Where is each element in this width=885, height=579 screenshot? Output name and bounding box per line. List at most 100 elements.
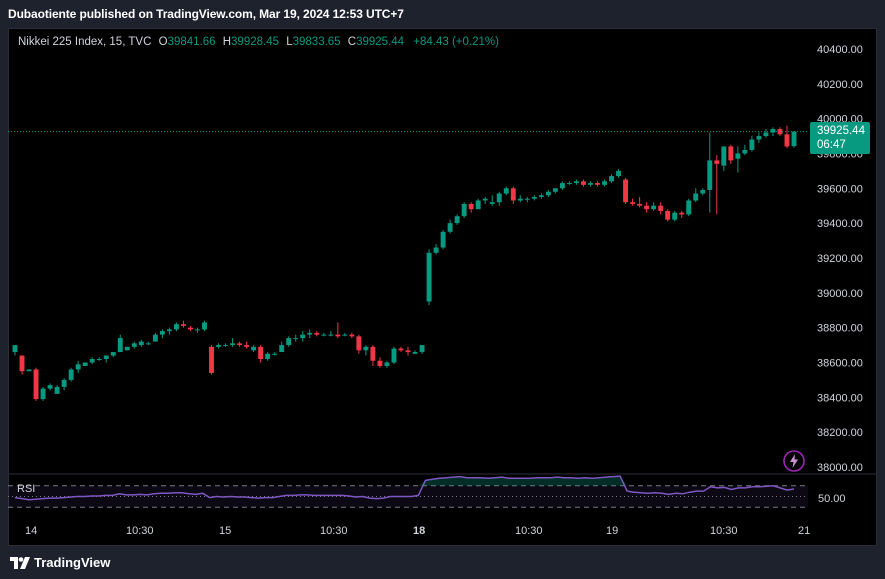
candle-body bbox=[321, 334, 327, 336]
price-tick-label: 39000.00 bbox=[817, 288, 863, 300]
candle-body bbox=[384, 362, 390, 366]
candle-body bbox=[195, 329, 200, 331]
candle-body bbox=[454, 216, 460, 224]
candle-body bbox=[96, 359, 102, 361]
candle-body bbox=[616, 170, 622, 177]
chart-pane[interactable] bbox=[8, 28, 877, 546]
candle-body bbox=[721, 146, 727, 166]
candle-body bbox=[433, 247, 439, 253]
candle-body bbox=[103, 355, 109, 360]
candle-body bbox=[124, 346, 130, 351]
candle-body bbox=[377, 360, 383, 366]
candle-body bbox=[447, 223, 453, 232]
candle-body bbox=[679, 212, 685, 215]
candle-body bbox=[223, 345, 228, 347]
time-tick-label: 19 bbox=[606, 525, 618, 537]
price-chart[interactable]: 40400.0040200.0040000.0039800.0039600.00… bbox=[8, 28, 877, 546]
candle-body bbox=[672, 212, 678, 220]
tradingview-logo-icon bbox=[10, 556, 30, 569]
candle-body bbox=[419, 345, 425, 353]
candle-body bbox=[40, 388, 46, 400]
close-value: 39925.44 bbox=[356, 36, 405, 48]
candle-body bbox=[475, 200, 481, 210]
candle-body bbox=[187, 327, 193, 330]
time-tick-label: 10:30 bbox=[126, 525, 154, 537]
candle-body bbox=[110, 352, 116, 356]
publish-info-text: Dubaotiente published on TradingView.com… bbox=[8, 7, 404, 21]
candle-body bbox=[138, 341, 144, 346]
candle-body bbox=[75, 364, 81, 370]
candle-body bbox=[595, 183, 600, 185]
candle-body bbox=[602, 181, 607, 185]
rsi-pane[interactable] bbox=[8, 475, 808, 508]
candle-body bbox=[286, 338, 292, 346]
candle-body bbox=[749, 139, 755, 150]
candle-body bbox=[117, 338, 123, 353]
candle-body bbox=[651, 205, 657, 210]
open-label: O bbox=[158, 36, 168, 48]
candle-body bbox=[426, 252, 432, 302]
candle-body bbox=[665, 210, 671, 220]
price-tick-label: 38800.00 bbox=[817, 323, 863, 335]
candle-body bbox=[440, 231, 446, 248]
candle-body bbox=[68, 369, 74, 380]
candle-body bbox=[89, 359, 95, 363]
lightning-icon[interactable] bbox=[782, 449, 806, 473]
candle-body bbox=[700, 190, 706, 194]
candle-body bbox=[293, 338, 299, 340]
candle-body bbox=[630, 202, 636, 204]
time-axis[interactable]: 14 10:30 15 10:30 18 10:30 19 10:30 21 bbox=[25, 525, 810, 537]
candle-body bbox=[581, 181, 586, 185]
candle-body bbox=[209, 346, 214, 373]
footer-bar bbox=[0, 546, 885, 579]
last-price-badge: 39925.44 06:47 bbox=[810, 122, 870, 154]
candle-body bbox=[609, 176, 614, 182]
candle-body bbox=[33, 369, 39, 400]
candle-body bbox=[496, 193, 502, 203]
symbol-label: Nikkei 225 Index, 15, TVC bbox=[18, 36, 152, 48]
price-tick-label: 40400.00 bbox=[817, 44, 863, 56]
rsi-axis-label: 50.00 bbox=[818, 493, 846, 505]
candle-body bbox=[482, 198, 488, 201]
low-value: 39833.65 bbox=[292, 36, 341, 48]
high-value: 39928.45 bbox=[231, 36, 279, 48]
candle-body bbox=[145, 343, 151, 345]
candle-body bbox=[12, 345, 18, 353]
candle-body bbox=[623, 179, 629, 203]
change-value: +84.43 (+0.21%) bbox=[413, 36, 499, 48]
time-tick-label: 14 bbox=[25, 525, 37, 537]
candles-group bbox=[12, 125, 797, 401]
candle-body bbox=[566, 183, 572, 185]
candle-body bbox=[538, 195, 544, 197]
candle-body bbox=[61, 379, 67, 387]
last-price-value: 39925.44 bbox=[817, 125, 865, 137]
candle-body bbox=[173, 324, 179, 330]
candle-body bbox=[658, 205, 664, 211]
candle-body bbox=[412, 352, 418, 354]
candle-body bbox=[307, 332, 313, 335]
candle-body bbox=[644, 205, 650, 210]
candle-body bbox=[265, 353, 271, 360]
time-tick-label: 10:30 bbox=[515, 525, 543, 537]
candle-body bbox=[258, 346, 264, 360]
tradingview-brand: TradingView bbox=[34, 555, 111, 570]
candle-body bbox=[791, 131, 797, 147]
time-tick-label: 21 bbox=[798, 525, 810, 537]
candle-body bbox=[237, 343, 243, 346]
tradingview-logo[interactable]: TradingView bbox=[10, 555, 110, 570]
candle-body bbox=[300, 334, 306, 339]
candle-body bbox=[335, 334, 341, 337]
candle-body bbox=[531, 196, 537, 199]
candle-body bbox=[152, 334, 158, 342]
candle-body bbox=[503, 188, 509, 194]
candle-body bbox=[517, 198, 523, 201]
price-axis[interactable]: 40400.0040200.0040000.0039800.0039600.00… bbox=[817, 44, 863, 474]
candle-body bbox=[230, 343, 236, 346]
rsi-indicator-label[interactable]: RSI bbox=[17, 483, 36, 495]
candle-body bbox=[693, 193, 699, 201]
candle-body bbox=[131, 343, 137, 347]
candle-body bbox=[510, 188, 516, 201]
candle-body bbox=[398, 348, 404, 351]
candle-body bbox=[714, 160, 720, 164]
candle-body bbox=[166, 329, 172, 332]
